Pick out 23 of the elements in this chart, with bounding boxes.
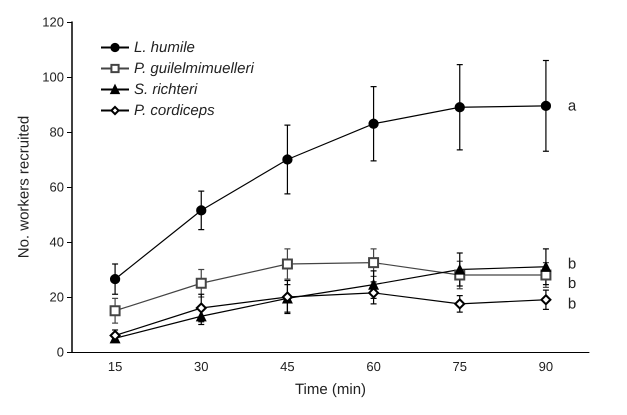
y-tick-label: 100: [42, 70, 64, 84]
y-tick-label: 0: [56, 344, 64, 360]
x-axis-title: Time (min): [294, 381, 366, 398]
legend-label: L. humile: [134, 39, 195, 56]
x-tick-label: 60: [366, 359, 381, 374]
x-tick-label: 75: [452, 359, 467, 374]
y-tick-label: 120: [42, 14, 64, 30]
annotation: a: [568, 97, 577, 114]
y-tick-label: 60: [50, 180, 64, 194]
legend-label: P. guilelmimuelleri: [134, 60, 254, 77]
annotation: b: [568, 295, 576, 312]
annotation: b: [568, 256, 576, 272]
legend-label: P. cordiceps: [134, 102, 216, 119]
legend-label: S. richteri: [134, 81, 198, 98]
y-axis-title: No. workers recruited: [15, 116, 32, 258]
y-tick-label: 40: [50, 234, 64, 250]
x-tick-label: 90: [538, 359, 554, 374]
y-tick-label: 80: [50, 124, 64, 140]
annotation: b: [568, 274, 576, 292]
x-tick-label: 15: [108, 359, 122, 374]
y-tick-label: 20: [50, 290, 64, 304]
x-tick-label: 30: [194, 359, 208, 374]
x-tick-label: 45: [280, 359, 295, 374]
